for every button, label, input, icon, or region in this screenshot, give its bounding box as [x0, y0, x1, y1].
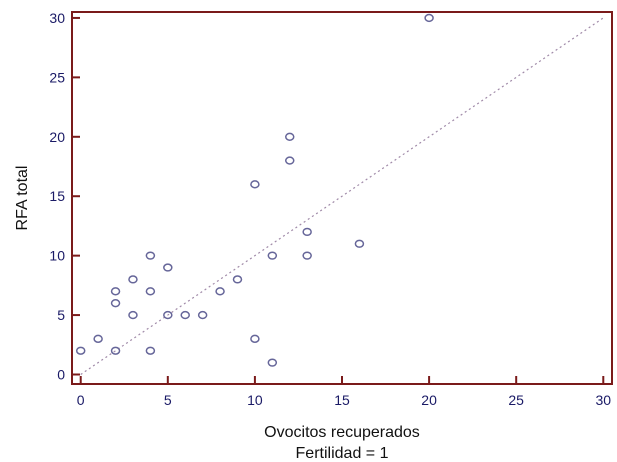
data-point: [250, 180, 260, 189]
trend-line: [80, 17, 604, 375]
data-point: [145, 287, 156, 296]
data-point: [110, 287, 121, 296]
data-point: [250, 334, 260, 343]
data-point: [284, 156, 295, 165]
x-tick-label: 5: [164, 392, 172, 408]
data-point: [163, 263, 173, 272]
x-tick-label: 20: [421, 392, 437, 408]
x-tick-label: 0: [77, 392, 85, 408]
plot-frame: [71, 11, 613, 385]
data-point: [110, 299, 121, 308]
data-point: [110, 346, 121, 355]
data-point: [424, 13, 434, 23]
data-point: [128, 310, 138, 320]
x-axis-subtitle: Fertilidad = 1: [296, 445, 389, 462]
x-tick-label: 10: [247, 392, 263, 408]
y-tick-label: 15: [49, 188, 65, 204]
data-point: [93, 334, 103, 343]
x-axis-title: Ovocitos recuperados: [264, 424, 420, 441]
data-point: [197, 310, 208, 320]
x-axis: 0 5 10 15 20 25 30: [77, 376, 611, 408]
data-point: [163, 310, 173, 320]
data-point: [284, 132, 295, 141]
data-point: [145, 346, 156, 355]
data-point: [215, 287, 225, 296]
data-point: [267, 251, 278, 260]
data-point: [128, 275, 138, 284]
data-point: [302, 227, 312, 237]
data-points: [75, 13, 434, 367]
y-tick-label: 30: [49, 10, 65, 26]
data-point: [180, 310, 190, 320]
data-point: [232, 275, 243, 284]
x-tick-label: 15: [334, 392, 350, 408]
data-point: [145, 251, 156, 260]
x-tick-label: 25: [508, 392, 524, 408]
data-point: [302, 251, 312, 260]
y-tick-label: 25: [49, 69, 65, 85]
y-tick-label: 20: [49, 129, 65, 145]
y-axis-title: RFA total: [14, 166, 31, 231]
y-tick-label: 10: [49, 248, 65, 264]
data-point: [267, 358, 278, 367]
y-axis: 0 5 10 15 20 25 30: [49, 10, 80, 382]
y-tick-label: 0: [57, 366, 65, 382]
data-point: [354, 239, 365, 248]
y-tick-label: 5: [57, 307, 65, 323]
data-point: [75, 346, 86, 355]
x-tick-label: 30: [596, 392, 612, 408]
